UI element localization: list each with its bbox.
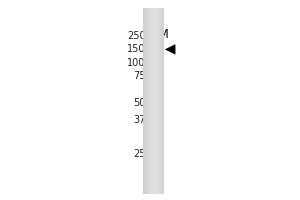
Text: 150: 150 <box>127 44 146 54</box>
Bar <box>148 101 164 106</box>
Text: 75: 75 <box>133 71 145 81</box>
Bar <box>148 47 164 52</box>
Text: 37: 37 <box>133 115 145 125</box>
Text: 250: 250 <box>127 31 146 41</box>
Text: 25: 25 <box>133 149 145 159</box>
Bar <box>148 119 164 122</box>
Text: 50: 50 <box>133 98 145 108</box>
Text: 100: 100 <box>127 58 146 68</box>
Text: CEM: CEM <box>143 28 169 41</box>
Polygon shape <box>165 45 175 54</box>
